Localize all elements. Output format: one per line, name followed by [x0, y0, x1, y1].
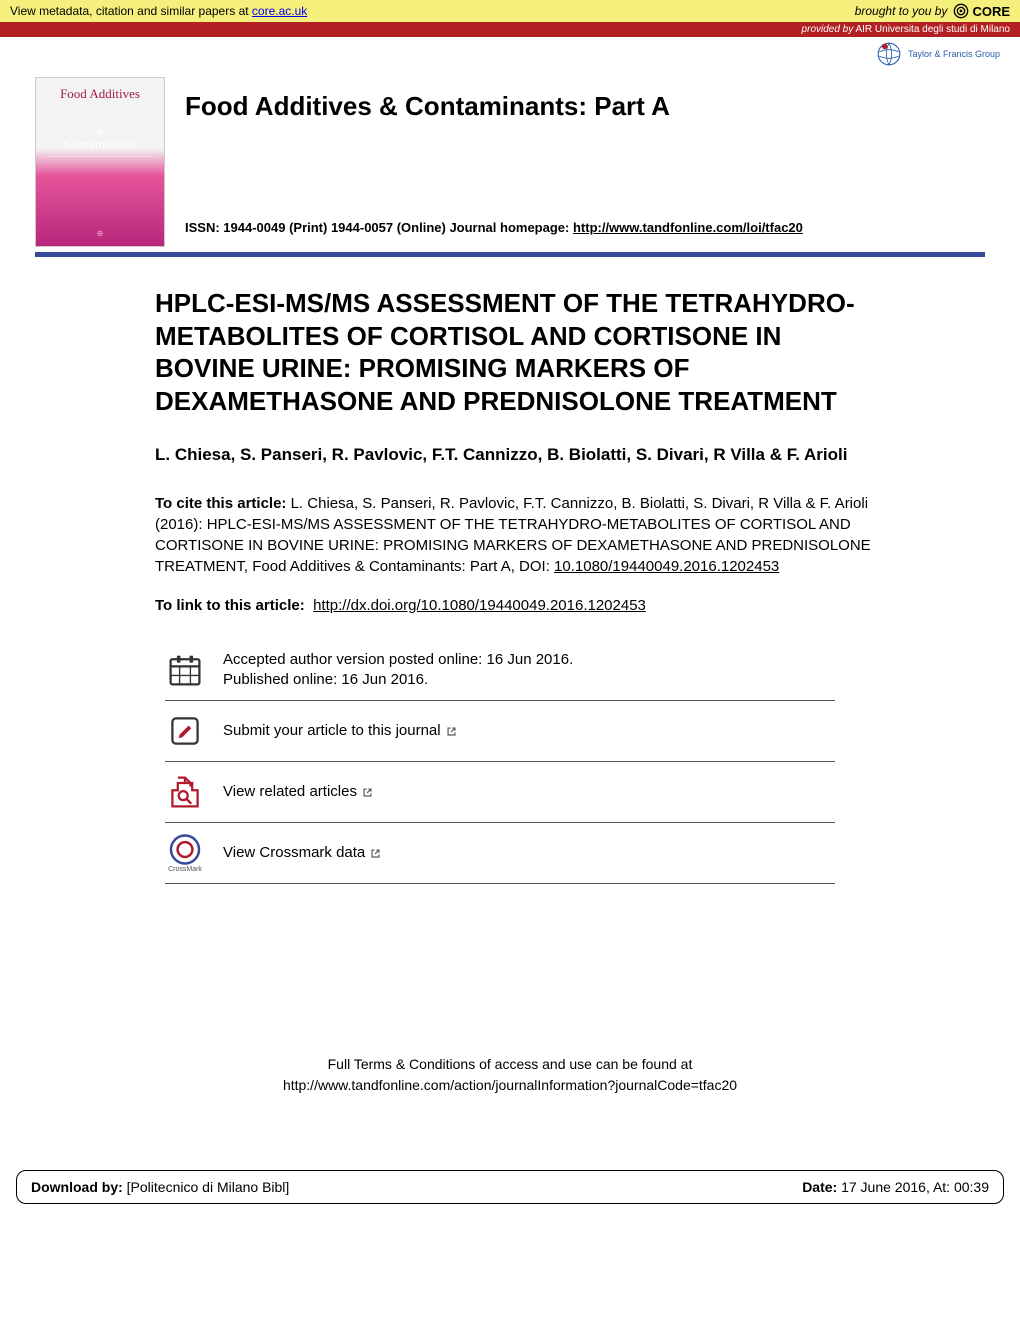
- cite-label: To cite this article:: [155, 495, 286, 512]
- terms-block: Full Terms & Conditions of access and us…: [35, 1054, 985, 1096]
- issn-prefix: ISSN: 1944-0049 (Print) 1944-0057 (Onlin…: [185, 220, 573, 235]
- action-list: Accepted author version posted online: 1…: [155, 650, 835, 885]
- submit-text: Submit your article to this journal: [223, 721, 458, 741]
- journal-title: Food Additives & Contaminants: Part A: [185, 91, 985, 122]
- cite-doi-link[interactable]: 10.1080/19440049.2016.1202453: [554, 558, 779, 575]
- cover-title-2: Contaminants: [64, 136, 136, 152]
- cover-publisher: ⊕: [97, 229, 104, 238]
- crossmark-label: View Crossmark data: [223, 843, 365, 863]
- download-by-label: Download by:: [31, 1179, 123, 1195]
- cover-divider: [46, 156, 154, 157]
- related-text: View related articles: [223, 782, 374, 802]
- date-label: Date:: [802, 1179, 837, 1195]
- related-label: View related articles: [223, 782, 357, 802]
- core-link[interactable]: core.ac.uk: [252, 4, 307, 18]
- download-by: Download by: [Politecnico di Milano Bibl…: [31, 1179, 289, 1195]
- core-banner-left: View metadata, citation and similar pape…: [10, 4, 307, 18]
- core-concentric-icon: [953, 3, 969, 19]
- date-value: 17 June 2016, At: 00:39: [837, 1179, 989, 1195]
- calendar-icon: [165, 650, 205, 690]
- link-to-article: To link to this article: http://dx.doi.o…: [155, 597, 875, 614]
- core-banner: View metadata, citation and similar pape…: [0, 0, 1020, 22]
- article-title: HPLC-ESI-MS/MS ASSESSMENT OF THE TETRAHY…: [155, 287, 875, 417]
- action-submit[interactable]: Submit your article to this journal: [165, 701, 835, 762]
- issn-line: ISSN: 1944-0049 (Print) 1944-0057 (Onlin…: [185, 220, 985, 235]
- article-authors: L. Chiesa, S. Panseri, R. Pavlovic, F.T.…: [155, 443, 875, 467]
- related-icon: [165, 772, 205, 812]
- publisher-row: Taylor & Francis Group: [0, 37, 1020, 67]
- provided-by-bar: provided by AIR Universita degli studi d…: [0, 22, 1020, 37]
- download-date: Date: 17 June 2016, At: 00:39: [802, 1179, 989, 1195]
- external-link-icon: [361, 786, 374, 799]
- linkto-label: To link to this article:: [155, 597, 305, 614]
- provided-value: AIR Universita degli studi di Milano: [853, 24, 1010, 35]
- crossmark-text: View Crossmark data: [223, 843, 382, 863]
- core-banner-right: brought to you by CORE: [855, 3, 1010, 19]
- submit-icon: [165, 711, 205, 751]
- terms-line-1: Full Terms & Conditions of access and us…: [35, 1054, 985, 1075]
- citation-block: To cite this article: L. Chiesa, S. Pans…: [155, 493, 875, 577]
- publisher-label: Taylor & Francis Group: [908, 49, 1000, 59]
- action-related[interactable]: View related articles: [165, 762, 835, 823]
- action-posted: Accepted author version posted online: 1…: [165, 650, 835, 702]
- posted-text: Accepted author version posted online: 1…: [223, 650, 573, 691]
- action-crossmark[interactable]: CrossMark View Crossmark data: [165, 823, 835, 884]
- journal-homepage-link[interactable]: http://www.tandfonline.com/loi/tfac20: [573, 220, 803, 235]
- download-by-value: [Politecnico di Milano Bibl]: [123, 1179, 290, 1195]
- external-link-icon: [445, 725, 458, 738]
- core-logo[interactable]: CORE: [953, 3, 1010, 19]
- tf-globe-icon: [876, 41, 902, 67]
- submit-label: Submit your article to this journal: [223, 721, 441, 741]
- core-logo-text: CORE: [972, 4, 1010, 19]
- header-right: Food Additives & Contaminants: Part A IS…: [185, 77, 985, 247]
- brought-by-text: brought to you by: [855, 4, 948, 18]
- journal-cover[interactable]: Food Additives & Contaminants ⊕: [35, 77, 165, 247]
- external-link-icon: [369, 847, 382, 860]
- core-banner-text: View metadata, citation and similar pape…: [10, 4, 252, 18]
- provided-label: provided by: [802, 24, 854, 35]
- header-block: Food Additives & Contaminants ⊕ Food Add…: [35, 77, 985, 257]
- terms-link[interactable]: http://www.tandfonline.com/action/journa…: [283, 1077, 737, 1093]
- crossmark-icon: CrossMark: [165, 833, 205, 873]
- cover-title-1: Food Additives: [60, 86, 140, 102]
- crossmark-sub-label: CrossMark: [168, 866, 202, 873]
- footer-bar: Download by: [Politecnico di Milano Bibl…: [16, 1170, 1004, 1204]
- article-content: HPLC-ESI-MS/MS ASSESSMENT OF THE TETRAHY…: [35, 257, 985, 884]
- linkto-url[interactable]: http://dx.doi.org/10.1080/19440049.2016.…: [313, 597, 646, 614]
